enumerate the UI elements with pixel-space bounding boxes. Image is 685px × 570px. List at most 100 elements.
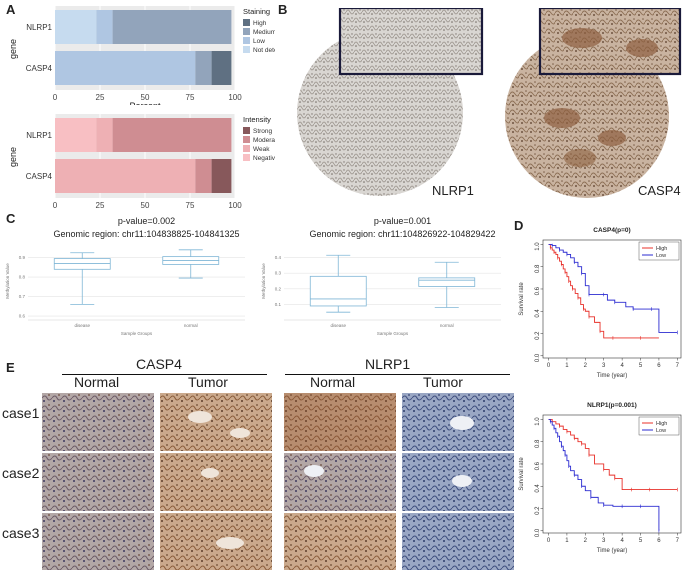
bar-segment	[195, 51, 212, 85]
y-tick-label: CASP4	[26, 172, 53, 181]
x-tick-label: 6	[657, 538, 661, 544]
plot-frame	[542, 414, 682, 534]
x-tick-label: 0	[547, 363, 551, 369]
y-tick-label: 1.0	[535, 242, 541, 251]
bar-segment	[96, 118, 113, 152]
plot-subtitle: Genomic region: chr11:104838825-10484132…	[54, 229, 240, 239]
y-tick-label: 0.6	[19, 314, 26, 319]
x-tick-label: 50	[141, 201, 150, 208]
x-tick-label: disease	[74, 323, 90, 328]
legend-label: High	[656, 421, 667, 427]
legend-title: Staining	[243, 7, 270, 16]
y-tick-label: 0.3	[275, 271, 282, 276]
y-tick-label: 0.4	[275, 255, 282, 260]
legend-swatch	[243, 46, 250, 53]
survival-line-low	[548, 419, 660, 531]
bar-segment	[211, 159, 232, 193]
x-tick-label: 0	[53, 201, 58, 208]
ihc-casp4-tumor-case2	[160, 453, 272, 511]
staining-bar-chart: 0 25 50 75 100 NLRP1 CASP4 Percent gene Staining H…	[8, 6, 275, 105]
x-tick-label: 1	[565, 538, 569, 544]
y-tick-label: NLRP1	[26, 131, 52, 140]
survival-line-low	[548, 244, 678, 333]
y-axis-label: Methylation Value	[261, 263, 266, 299]
x-tick-label: 5	[639, 363, 643, 369]
x-axis-label: Sample Groups	[121, 331, 153, 336]
x-tick-label: 0	[53, 93, 58, 102]
legend-label: Strong	[253, 128, 273, 135]
x-tick-label: 25	[96, 93, 105, 102]
box-body	[53, 258, 111, 270]
row-label-case2: case2	[2, 465, 40, 481]
y-axis-label: gene	[8, 147, 18, 167]
ihc-casp4-normal-case1	[42, 393, 154, 451]
y-tick-label: NLRP1	[26, 23, 52, 32]
x-tick-label: 50	[141, 93, 150, 102]
legend-label: Negative	[253, 155, 275, 162]
x-tick-label: 5	[639, 538, 643, 544]
ihc-nlrp1-tumor-case3	[402, 513, 514, 570]
x-tick-label: 7	[676, 363, 680, 369]
x-tick-label: 0	[547, 538, 551, 544]
legend-swatch	[243, 154, 250, 161]
y-tick-label: 0.1	[275, 302, 282, 307]
x-tick-label: normal	[440, 323, 454, 328]
gene-header-nlrp1: NLRP1	[365, 356, 411, 372]
y-tick-label: 0.4	[535, 484, 541, 493]
survival-line-high	[548, 419, 678, 491]
gene-header-casp4: CASP4	[136, 356, 182, 372]
x-tick-label: normal	[184, 323, 198, 328]
survival-curve-nlrp1: NLRP1(p=0.001) 0 1 2 3 4 5 6 7 0.0 0.2 0.4 0.6 0.8 1.0…	[519, 402, 682, 554]
x-axis-label: Sample Groups	[377, 331, 409, 336]
x-axis-label: Time (year)	[597, 548, 627, 554]
legend-label: Low	[253, 38, 265, 45]
x-tick-label: 75	[186, 93, 195, 102]
y-tick-label: 0.9	[19, 255, 26, 260]
bar-segment	[211, 51, 232, 85]
x-tick-label: 4	[620, 538, 624, 544]
ihc-image-grid: CASP4 NLRP1 Normal Tumor Normal Tumor ca…	[0, 356, 515, 570]
ihc-nlrp1-normal-case3	[284, 513, 396, 570]
row-label-case3: case3	[2, 525, 40, 541]
legend-swatch	[243, 136, 250, 143]
ihc-casp4-tumor-case3	[160, 513, 272, 570]
ihc-nlrp1-tumor-case1	[402, 393, 514, 451]
gene-underline-casp4	[62, 374, 267, 376]
plot-frame	[542, 239, 682, 359]
x-tick-label: 7	[676, 538, 680, 544]
x-tick-label: 4	[620, 363, 624, 369]
y-tick-label: CASP4	[26, 64, 53, 73]
y-tick-label: 0.0	[535, 353, 541, 362]
y-tick-label: 0.4	[535, 309, 541, 318]
legend-label: High	[656, 246, 667, 252]
x-tick-label: 3	[602, 363, 606, 369]
y-tick-label: 0.7	[19, 294, 26, 299]
box-body	[418, 277, 476, 287]
x-tick-label: 2	[584, 538, 588, 544]
box-body	[309, 275, 367, 307]
bar-segment	[112, 10, 232, 44]
legend-swatch	[243, 127, 250, 134]
y-tick-label: 0.8	[535, 439, 541, 448]
bar-segment	[96, 10, 113, 44]
x-tick-label: 2	[584, 363, 588, 369]
y-axis-label: Methylation Value	[5, 263, 10, 299]
plot-title: NLRP1(p=0.001)	[587, 402, 637, 409]
tma-core-nlrp1-image	[297, 6, 484, 196]
bar-segment	[55, 51, 196, 85]
y-axis-label: Survival rate	[519, 282, 525, 316]
y-tick-label: 0.0	[535, 528, 541, 537]
plot-title: p-value=0.001	[374, 216, 431, 226]
y-tick-label: 1.0	[535, 417, 541, 426]
x-tick-label: 75	[186, 201, 195, 208]
survival-curve-casp4: CASP4(p=0) 0 1 2 3 4 5 6 7 0.0 0.2 0.4 0.6 0.8 1.0 Time…	[519, 227, 682, 379]
legend-title: Intensity	[243, 115, 271, 124]
plot-title: p-value=0.002	[118, 216, 175, 226]
row-label-case1: case1	[2, 405, 40, 421]
y-tick-label: 0.8	[19, 275, 26, 280]
x-tick-label: 1	[565, 363, 569, 369]
tma-label-casp4: CASP4	[638, 183, 681, 198]
x-axis-label: Percent	[129, 101, 161, 105]
y-tick-label: 0.6	[535, 461, 541, 470]
x-tick-label: 3	[602, 538, 606, 544]
